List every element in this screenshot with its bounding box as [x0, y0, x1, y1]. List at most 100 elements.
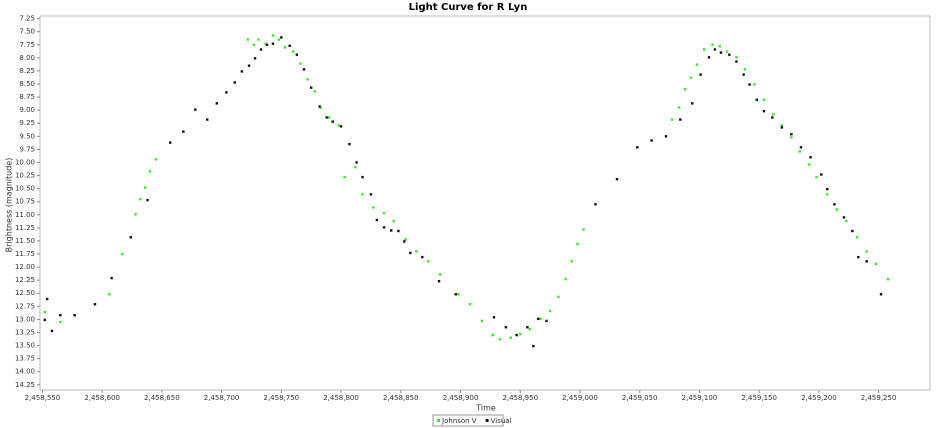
data-point	[233, 81, 236, 84]
data-point	[265, 43, 269, 46]
data-point	[699, 73, 702, 76]
data-point	[43, 318, 46, 322]
data-point	[771, 116, 774, 119]
data-point	[886, 277, 890, 281]
data-point	[129, 236, 132, 239]
x-tick-label: 2,458,650	[144, 394, 180, 402]
y-tick-label: 8.75	[19, 93, 35, 101]
y-tick-label: 12.75	[15, 302, 35, 310]
y-tick-label: 8.50	[19, 80, 35, 88]
data-point	[382, 226, 386, 229]
data-point	[650, 139, 653, 142]
legend-swatch	[485, 419, 489, 422]
data-point	[247, 64, 251, 67]
data-point	[306, 78, 309, 81]
y-tick-label: 7.75	[19, 41, 35, 49]
data-point	[375, 218, 379, 222]
data-point	[43, 310, 46, 314]
data-point	[299, 62, 302, 65]
data-point	[354, 165, 357, 169]
data-point	[679, 118, 682, 121]
x-tick-label: 2,459,050	[622, 394, 658, 402]
data-point	[670, 118, 674, 121]
data-point	[59, 320, 62, 324]
data-point	[762, 98, 766, 101]
x-tick-label: 2,459,250	[861, 394, 897, 402]
data-point	[361, 175, 364, 179]
y-tick-label: 12.00	[15, 263, 35, 271]
y-tick-label: 12.50	[15, 289, 35, 297]
y-tick-label: 8.00	[19, 54, 35, 62]
data-point	[355, 161, 358, 164]
y-tick-label: 9.00	[19, 106, 35, 114]
data-point	[215, 102, 219, 105]
data-point	[146, 198, 149, 202]
data-point	[409, 251, 412, 255]
y-tick-label: 10.00	[15, 158, 35, 166]
data-point	[492, 316, 496, 319]
x-tick-label: 2,459,100	[682, 394, 718, 402]
data-point	[753, 83, 756, 86]
data-point	[253, 57, 257, 60]
x-tick-label: 2,459,200	[801, 394, 837, 402]
data-point	[762, 110, 766, 113]
data-point	[257, 38, 260, 41]
data-point	[557, 295, 560, 299]
data-point	[798, 150, 801, 153]
data-point	[280, 36, 283, 39]
y-tick-label: 9.25	[19, 119, 35, 127]
data-point	[509, 336, 512, 339]
data-point	[594, 203, 597, 206]
data-point	[735, 56, 738, 59]
data-point	[337, 124, 340, 127]
data-point	[468, 303, 472, 306]
data-point	[397, 229, 400, 233]
data-point	[415, 250, 418, 253]
data-point	[50, 329, 54, 333]
y-tick-label: 9.75	[19, 145, 35, 153]
y-tick-label: 11.75	[15, 250, 35, 258]
data-point	[703, 48, 706, 51]
data-point	[526, 326, 529, 329]
y-tick-label: 12.25	[15, 276, 35, 284]
y-tick-label: 13.00	[15, 315, 35, 323]
y-tick-label: 7.50	[19, 28, 35, 36]
data-point	[313, 90, 316, 93]
data-point	[833, 203, 836, 206]
data-point	[325, 116, 328, 119]
data-point	[348, 142, 351, 146]
y-axis-label: Brightness (magnitude)	[5, 158, 14, 253]
legend-label: Johnson V	[441, 417, 477, 425]
data-point	[735, 60, 738, 63]
y-tick-label: 13.25	[15, 328, 35, 336]
x-tick-label: 2,458,700	[204, 394, 240, 402]
data-point	[519, 332, 522, 336]
data-point	[93, 303, 97, 306]
y-tick-label: 11.50	[15, 237, 35, 245]
data-point	[808, 163, 811, 166]
data-point	[528, 328, 531, 331]
data-point	[331, 120, 334, 123]
x-tick-label: 2,458,850	[383, 394, 419, 402]
data-point	[292, 50, 295, 53]
legend-swatch	[437, 419, 440, 422]
data-point	[780, 124, 784, 127]
data-point	[143, 186, 147, 189]
data-point	[539, 317, 542, 321]
data-point	[790, 136, 793, 139]
data-point	[582, 228, 585, 231]
data-point	[865, 260, 868, 263]
data-point	[139, 197, 142, 201]
data-point	[392, 219, 395, 223]
x-axis-label: Time	[475, 404, 496, 413]
data-point	[875, 262, 878, 266]
data-point	[252, 43, 256, 46]
y-tick-label: 14.25	[15, 381, 35, 389]
data-point	[748, 83, 751, 86]
data-point	[683, 88, 687, 91]
data-point	[182, 130, 185, 133]
data-point	[842, 216, 846, 219]
data-point	[743, 68, 747, 71]
data-point	[246, 38, 250, 41]
data-point	[110, 276, 113, 280]
